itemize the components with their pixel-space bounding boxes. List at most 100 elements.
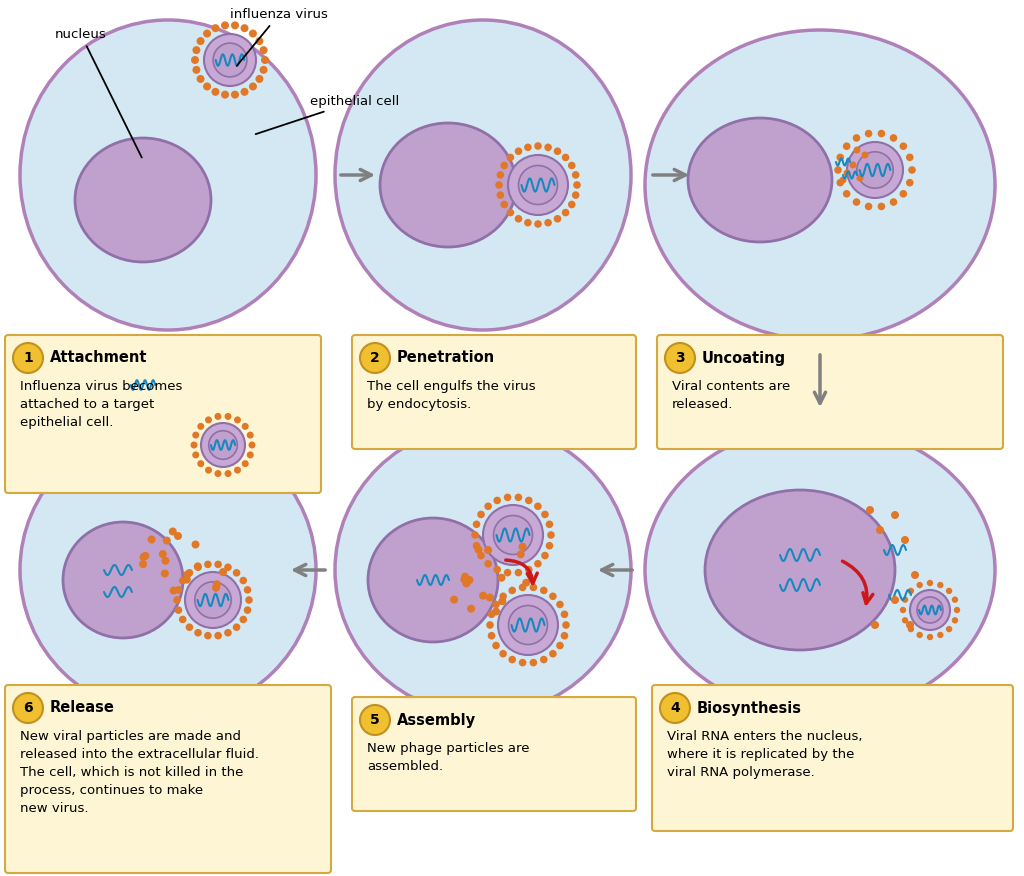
Circle shape (179, 576, 186, 584)
Circle shape (540, 656, 548, 663)
Circle shape (111, 382, 118, 388)
Circle shape (240, 616, 247, 623)
Text: epithelial cell: epithelial cell (256, 95, 399, 134)
Circle shape (232, 624, 241, 631)
Ellipse shape (688, 118, 831, 242)
FancyBboxPatch shape (5, 685, 331, 873)
Circle shape (487, 632, 496, 639)
Circle shape (190, 442, 198, 449)
Circle shape (878, 130, 885, 138)
Circle shape (535, 560, 542, 568)
Circle shape (170, 587, 177, 595)
Circle shape (866, 506, 874, 514)
Circle shape (191, 56, 199, 64)
Text: Penetration: Penetration (397, 350, 496, 365)
Text: 2: 2 (370, 351, 380, 365)
Circle shape (247, 432, 254, 439)
Circle shape (484, 503, 492, 510)
Circle shape (843, 190, 851, 198)
Text: 5: 5 (370, 713, 380, 727)
FancyBboxPatch shape (657, 335, 1002, 449)
Circle shape (902, 617, 908, 624)
Circle shape (518, 166, 557, 204)
Circle shape (899, 143, 907, 150)
Circle shape (901, 536, 909, 544)
Circle shape (946, 588, 952, 594)
Circle shape (498, 595, 558, 655)
Circle shape (497, 191, 504, 199)
Circle shape (247, 451, 254, 458)
Circle shape (937, 582, 943, 589)
Ellipse shape (335, 425, 631, 715)
Circle shape (865, 130, 872, 138)
Circle shape (118, 363, 124, 370)
Circle shape (494, 566, 501, 574)
Circle shape (144, 353, 152, 360)
Circle shape (204, 561, 212, 569)
Circle shape (891, 511, 899, 519)
Circle shape (571, 171, 580, 179)
Ellipse shape (63, 522, 183, 638)
Circle shape (113, 371, 119, 378)
Circle shape (660, 693, 690, 723)
Circle shape (487, 611, 496, 618)
Text: 3: 3 (675, 351, 685, 365)
Circle shape (193, 432, 200, 439)
Circle shape (878, 202, 885, 210)
Circle shape (474, 546, 482, 554)
Circle shape (485, 594, 494, 602)
Circle shape (360, 705, 390, 735)
Circle shape (876, 526, 884, 534)
Circle shape (529, 659, 538, 667)
Circle shape (535, 220, 542, 228)
Circle shape (193, 46, 201, 54)
Circle shape (501, 162, 508, 169)
Circle shape (549, 650, 557, 658)
Circle shape (946, 625, 952, 632)
Circle shape (927, 580, 933, 586)
Circle shape (507, 208, 514, 216)
Circle shape (231, 21, 239, 30)
Circle shape (918, 597, 943, 623)
Text: The cell engulfs the virus
by endocytosis.: The cell engulfs the virus by endocytosi… (367, 380, 536, 411)
Circle shape (911, 571, 919, 579)
Text: 1: 1 (24, 351, 33, 365)
FancyBboxPatch shape (652, 685, 1013, 831)
Circle shape (139, 553, 147, 561)
Circle shape (214, 413, 221, 420)
Circle shape (195, 563, 202, 571)
Circle shape (179, 616, 186, 623)
Circle shape (198, 423, 204, 430)
Circle shape (241, 88, 249, 95)
Circle shape (499, 597, 506, 605)
Circle shape (496, 181, 503, 189)
Circle shape (535, 142, 542, 150)
Circle shape (154, 357, 161, 364)
Circle shape (224, 563, 231, 571)
FancyBboxPatch shape (352, 335, 636, 449)
Circle shape (900, 607, 906, 613)
Circle shape (162, 400, 169, 407)
Circle shape (195, 582, 231, 618)
Circle shape (556, 601, 564, 608)
Text: Release: Release (50, 701, 115, 716)
Circle shape (494, 515, 532, 555)
Circle shape (519, 659, 526, 667)
Circle shape (665, 343, 695, 373)
Circle shape (193, 451, 200, 458)
Circle shape (494, 497, 501, 505)
Circle shape (185, 572, 241, 628)
Circle shape (163, 536, 171, 545)
Circle shape (508, 587, 516, 594)
Circle shape (951, 597, 958, 603)
Circle shape (927, 634, 933, 640)
Circle shape (205, 416, 212, 423)
Circle shape (554, 215, 561, 223)
Circle shape (212, 25, 219, 32)
Circle shape (477, 552, 484, 560)
Circle shape (194, 562, 202, 570)
Circle shape (461, 576, 468, 583)
Circle shape (493, 601, 500, 608)
Circle shape (209, 431, 238, 459)
Circle shape (259, 46, 267, 54)
